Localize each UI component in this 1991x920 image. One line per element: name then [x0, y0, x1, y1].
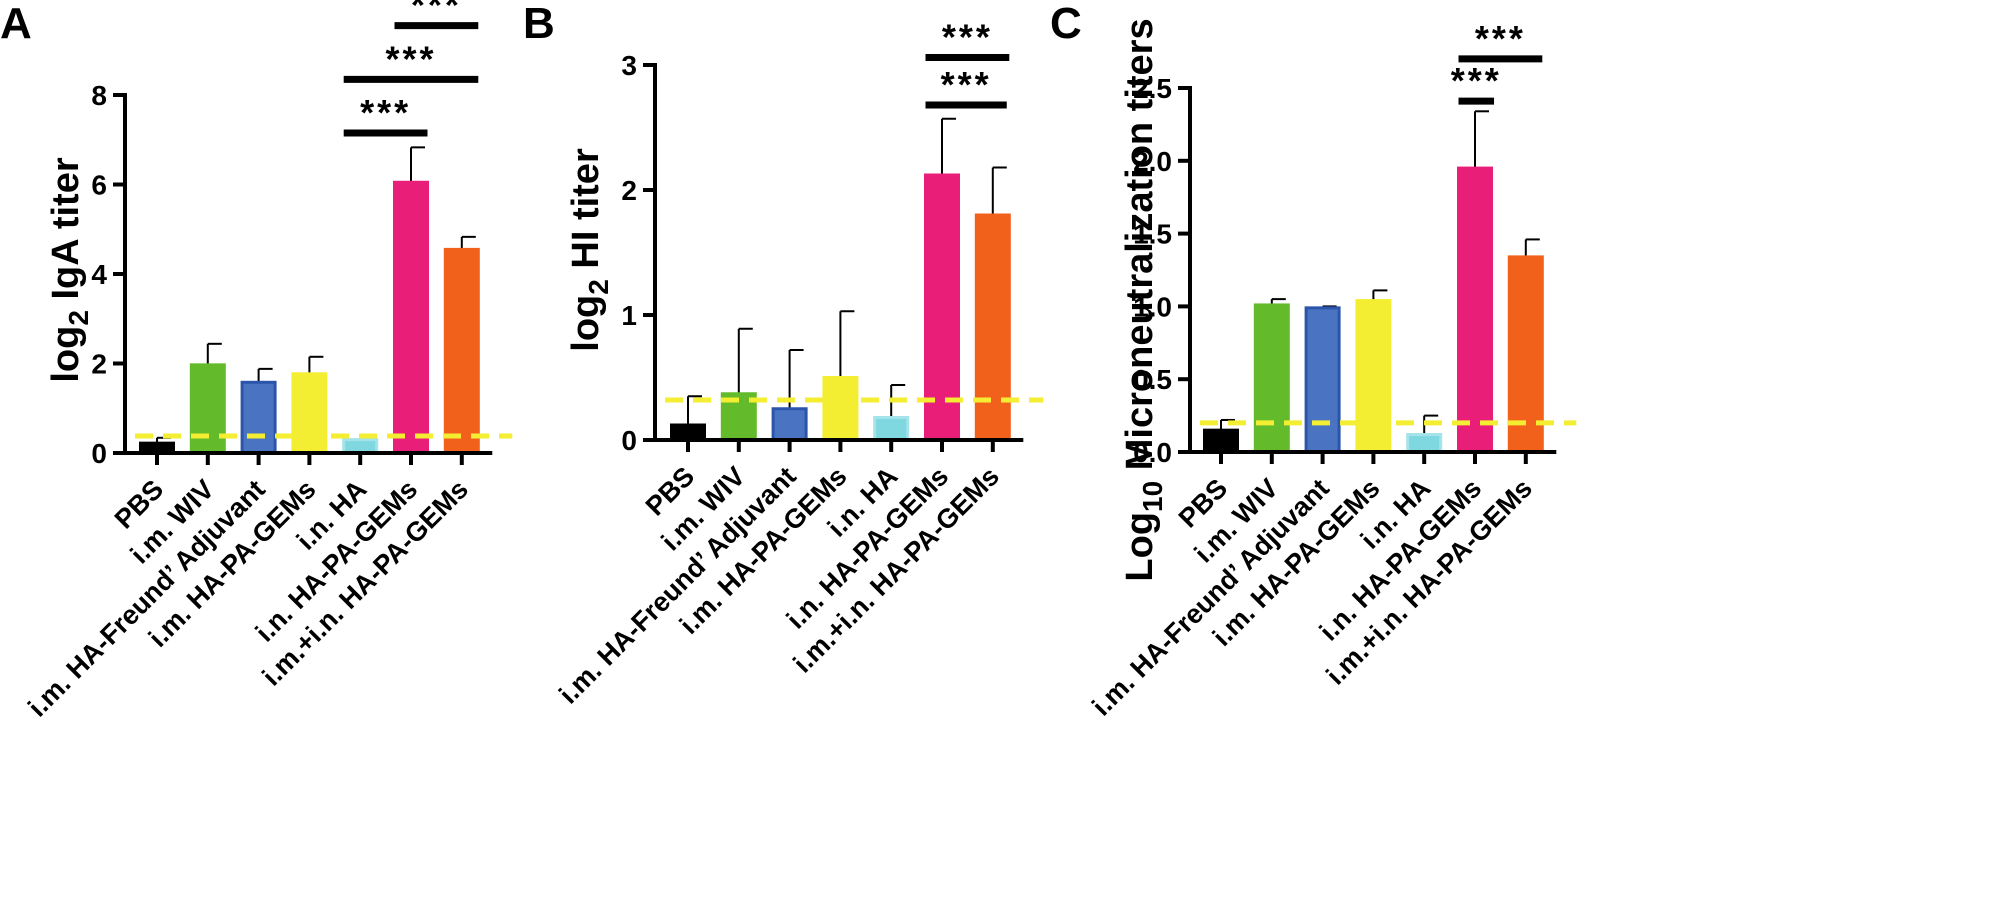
bar [924, 173, 960, 442]
y-tick-label: 4 [91, 259, 107, 290]
y-axis-label-subscript: 2 [63, 310, 94, 326]
bar [670, 423, 706, 442]
y-axis-label-rest: Microneutralization titers [1119, 18, 1161, 480]
bar [1253, 303, 1290, 454]
y-tick-label: 8 [91, 80, 107, 111]
bar [771, 407, 808, 442]
bar [1406, 433, 1443, 454]
panel-letter: C [1050, 0, 1082, 48]
y-tick-label: 6 [91, 170, 107, 201]
y-axis-label-main: log [45, 326, 87, 383]
bar [1304, 306, 1341, 454]
bar [1355, 299, 1392, 454]
significance-label: *** [411, 0, 462, 26]
panel-letter: B [523, 0, 555, 48]
significance-label: *** [360, 92, 411, 133]
significance-label: *** [942, 17, 993, 58]
y-axis-label-subscript: 2 [583, 279, 614, 295]
y-axis-label-main: log [565, 295, 607, 352]
bar [342, 438, 379, 455]
bar [974, 213, 1011, 442]
y-tick-label: 2.5 [1133, 73, 1172, 104]
y-axis-label: log2 IgA titer [45, 157, 94, 382]
significance-label: *** [941, 64, 992, 105]
y-axis-label-rest: IgA titer [45, 157, 87, 310]
significance-label: *** [385, 38, 436, 79]
panel-letter: A [0, 0, 32, 48]
bar [1457, 166, 1493, 454]
y-tick-label: 2 [621, 175, 637, 206]
bar [240, 380, 277, 455]
y-tick-label: 1 [621, 300, 637, 331]
bar [291, 372, 328, 455]
y-tick-label: 0 [91, 438, 107, 469]
bar [1203, 428, 1239, 454]
y-tick-label: 1.5 [1133, 219, 1172, 250]
y-tick-label: 3 [621, 50, 637, 81]
y-tick-label: 0 [621, 425, 637, 456]
y-axis-label-subscript: 10 [1137, 481, 1168, 512]
significance-label: *** [1451, 60, 1502, 101]
y-axis-label-rest: HI titer [565, 148, 607, 279]
y-axis-label-main: Log [1119, 512, 1161, 582]
bar [822, 376, 859, 442]
y-tick-label: 2.0 [1133, 146, 1172, 177]
y-tick-label: 2 [91, 349, 107, 380]
y-axis-label: log2 HI titer [565, 148, 614, 352]
significance-label: *** [1475, 18, 1526, 59]
bar [873, 416, 910, 442]
y-tick-label: 0.5 [1133, 364, 1172, 395]
y-axis-label: Log10 Microneutralization titers [1119, 18, 1168, 581]
y-tick-label: 1.0 [1133, 291, 1172, 322]
bar [189, 363, 226, 455]
bar [393, 180, 429, 455]
bar [1507, 255, 1544, 454]
bar [443, 247, 480, 455]
y-tick-label: 0.0 [1133, 437, 1172, 468]
